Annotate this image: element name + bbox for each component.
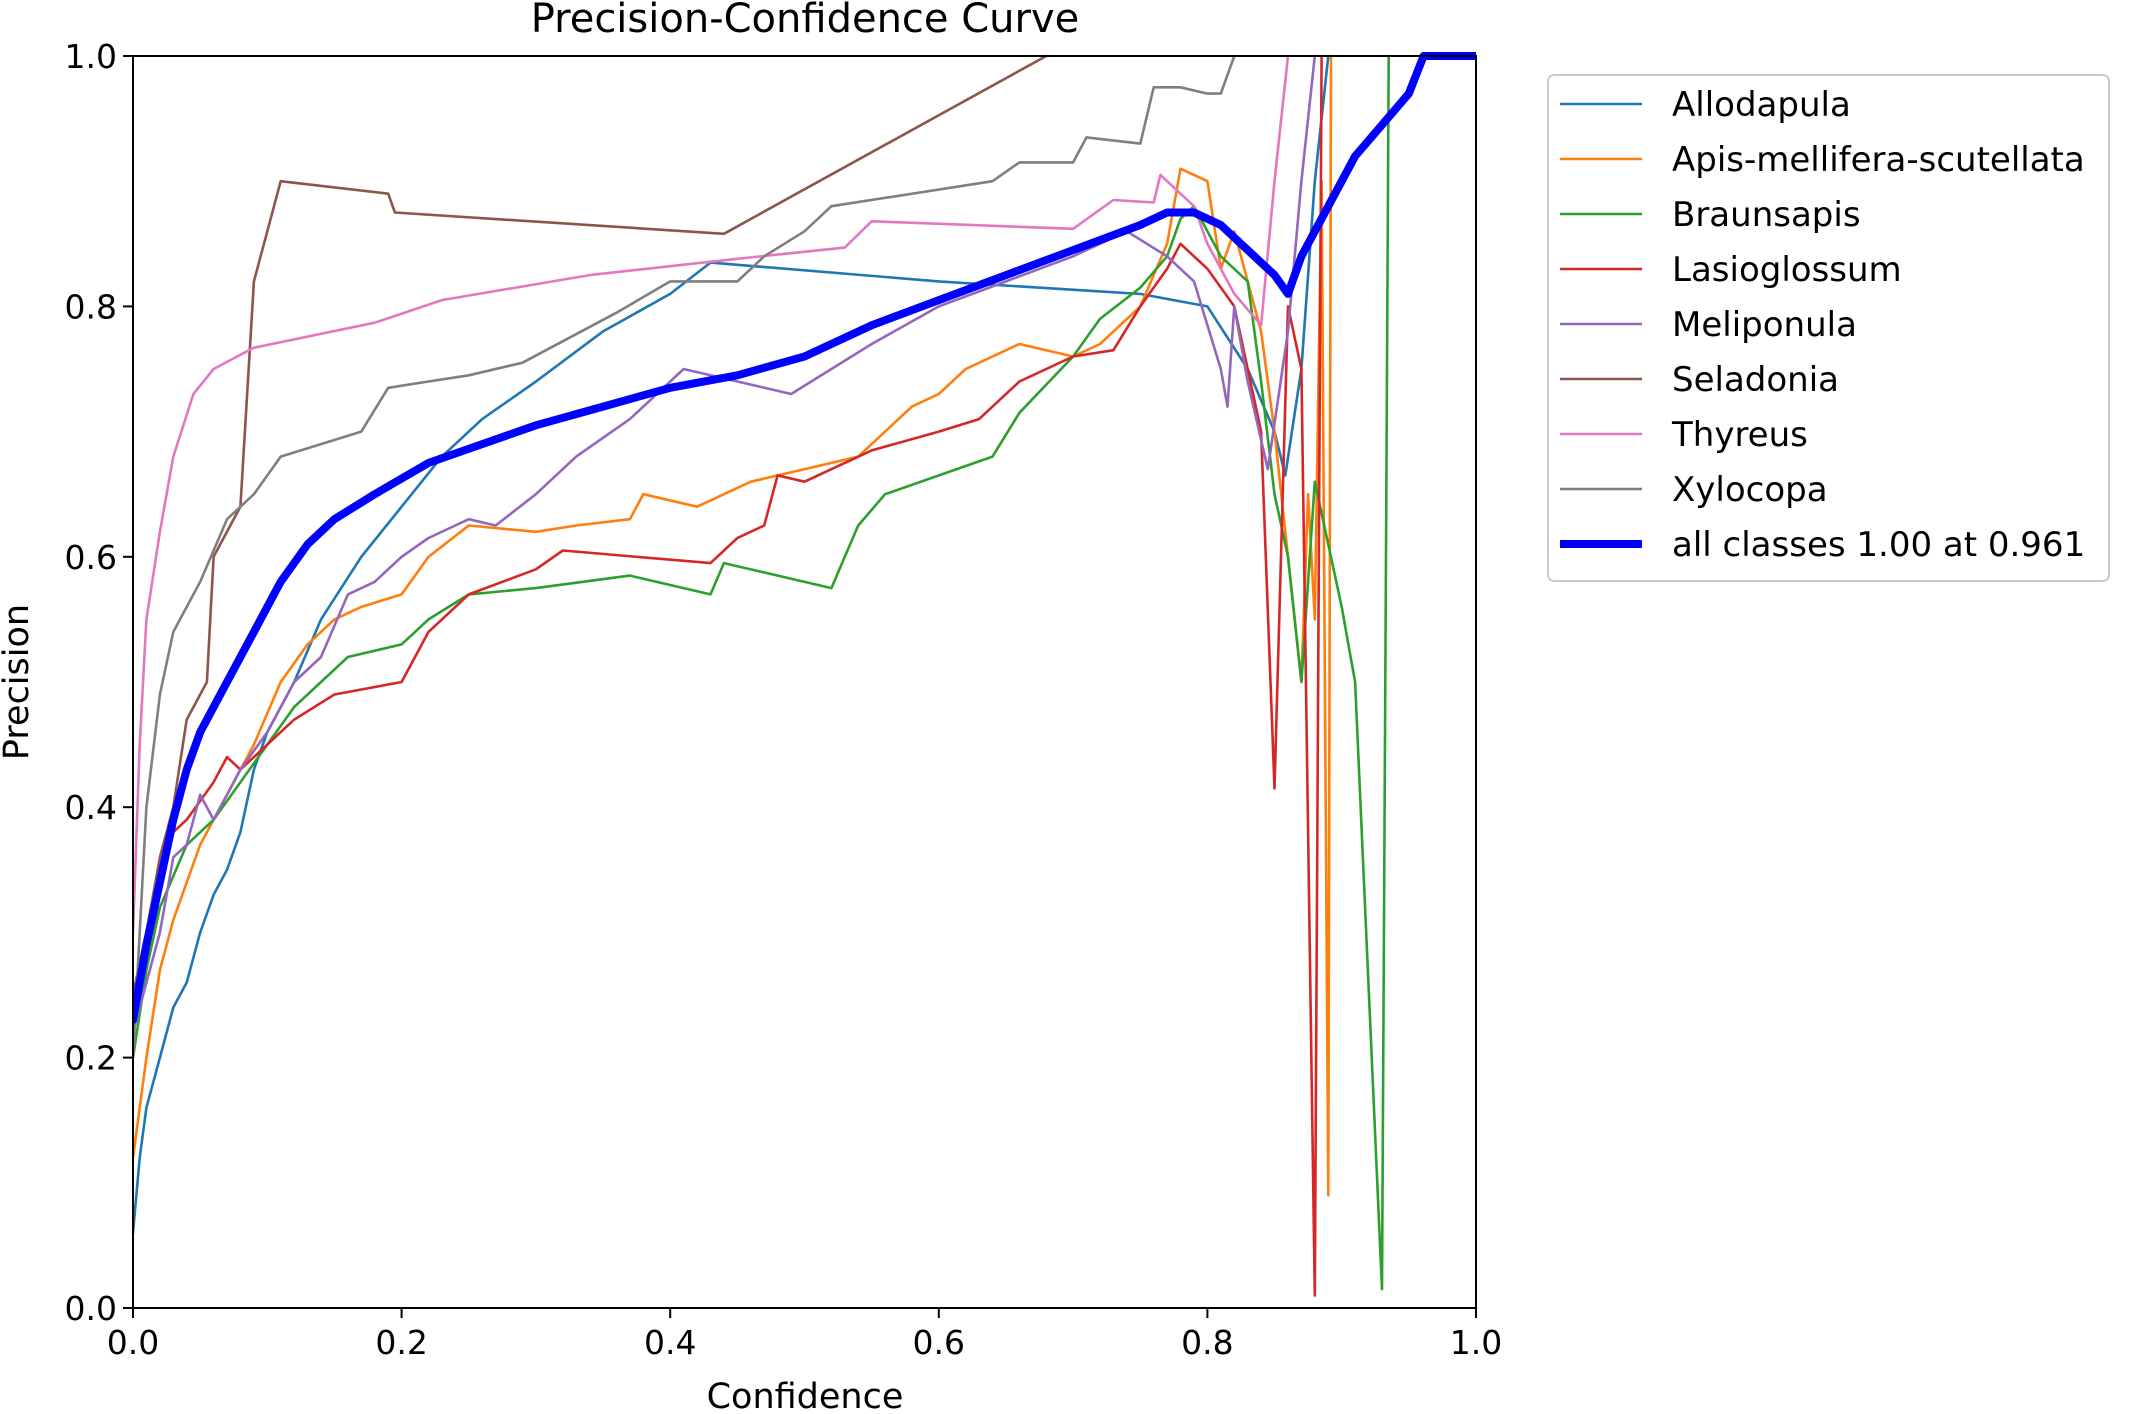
legend-entry: Meliponula (1672, 305, 1857, 345)
x-tick-label: 0.6 (913, 1323, 965, 1362)
y-tick-label: 0.8 (65, 287, 117, 326)
series-line-7 (133, 54, 1236, 1059)
legend-box (1547, 74, 2110, 582)
legend-entry: Seladonia (1672, 360, 1839, 400)
legend-entry: Allodapula (1672, 85, 1851, 125)
legend-entry: Lasioglossum (1672, 250, 1902, 290)
plot-frame (132, 55, 1477, 1309)
legend-entry: Xylocopa (1672, 470, 1828, 510)
x-tick-label: 0.4 (644, 1323, 696, 1362)
y-tick-label: 0.4 (65, 788, 117, 827)
legend-entry: Apis-mellifera-scutellata (1672, 140, 2085, 180)
y-axis-ticks: 0.0 0.2 0.4 0.6 0.8 1.0 (65, 37, 133, 1328)
y-tick-label: 0.6 (65, 538, 117, 577)
x-axis-ticks: 0.0 0.2 0.4 0.6 0.8 1.0 (107, 1308, 1502, 1362)
legend-entry: Thyreus (1671, 415, 1808, 455)
plot-series (133, 52, 1476, 1297)
x-tick-label: 0.0 (107, 1323, 159, 1362)
series-line-6 (133, 54, 1290, 934)
y-tick-label: 1.0 (65, 37, 117, 76)
series-line-5 (133, 54, 1048, 997)
series-line-3 (133, 54, 1323, 1297)
x-tick-label: 1.0 (1450, 1323, 1502, 1362)
x-tick-label: 0.2 (375, 1323, 427, 1362)
legend-entry: all classes 1.00 at 0.961 (1672, 525, 2085, 565)
legend: Allodapula Apis-mellifera-scutellata Braun… (1547, 74, 2110, 582)
legend-entry: Braunsapis (1672, 195, 1861, 235)
series-line-1 (133, 54, 1333, 1197)
chart-title: Precision-Confidence Curve (531, 0, 1080, 42)
series-line-2 (133, 54, 1390, 1291)
x-tick-label: 0.8 (1181, 1323, 1233, 1362)
y-tick-label: 0.2 (65, 1039, 117, 1078)
series-line-0 (133, 54, 1330, 1235)
y-tick-label: 0.0 (65, 1289, 117, 1328)
x-axis-label: Confidence (707, 1377, 904, 1414)
series-line-8 (133, 52, 1476, 1024)
y-axis-label: Precision (0, 604, 37, 760)
